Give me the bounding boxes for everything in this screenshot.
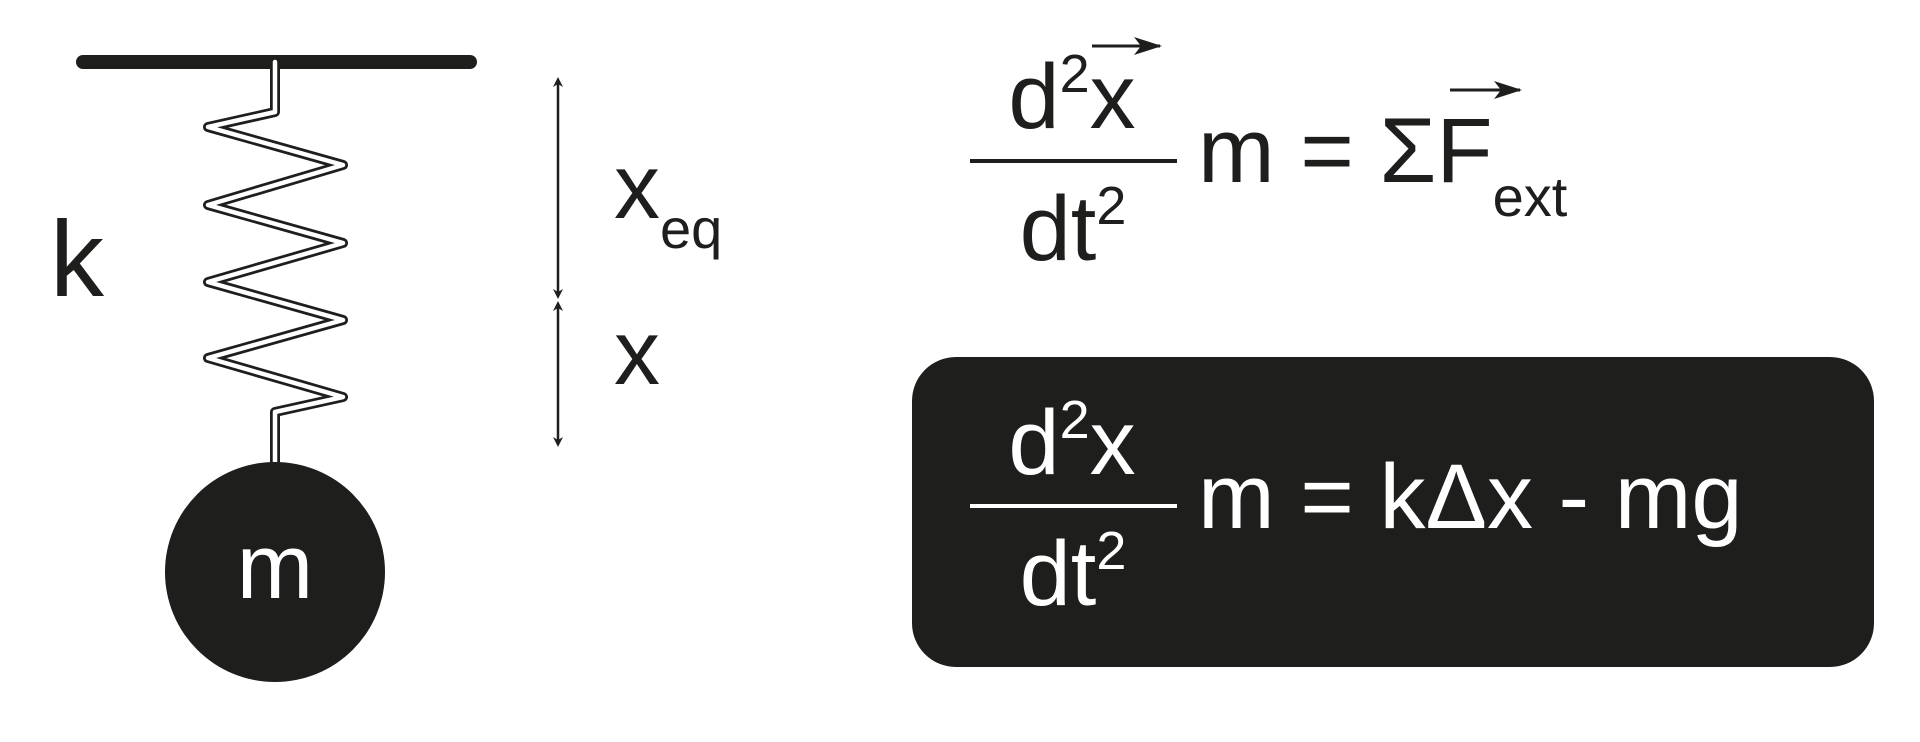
boxed-equation: d2x dt2 m = kΔx - mg	[912, 357, 1874, 667]
equilibrium-extension-label: xeq	[614, 136, 722, 260]
newton-second-law-equation: d2x dt2 m = ΣFext	[970, 37, 1568, 280]
newton-numerator: d2x	[1008, 44, 1135, 148]
boxed-rhs: m = kΔx - mg	[1198, 446, 1743, 548]
newton-rhs: m = ΣFext	[1198, 100, 1568, 228]
spring-coil-inner	[205, 59, 346, 465]
boxed-numerator: d2x	[1008, 390, 1135, 494]
newton-denominator: dt2	[1020, 176, 1127, 280]
equation-highlight-box	[912, 357, 1874, 667]
mass-body	[165, 462, 385, 682]
boxed-denominator: dt2	[1020, 521, 1127, 625]
displacement-label: x	[614, 302, 660, 404]
mass-label: m	[237, 516, 314, 618]
spring-constant-label: k	[50, 198, 105, 319]
